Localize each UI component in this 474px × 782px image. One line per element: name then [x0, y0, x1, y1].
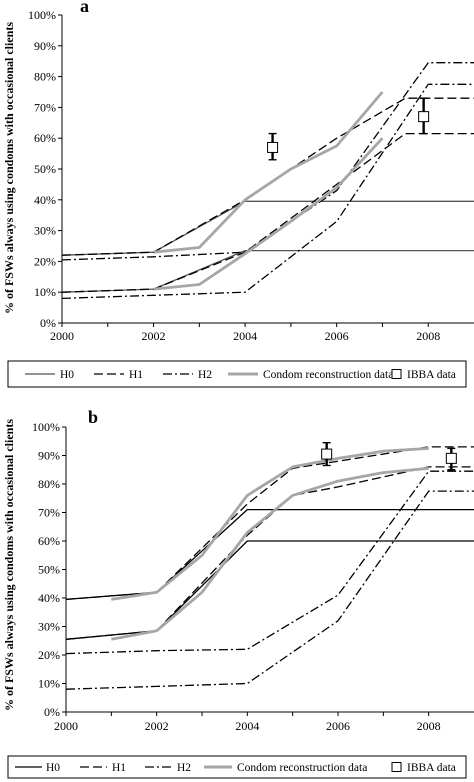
panel-a-series-condom-reconstruction-data-line-2 — [153, 137, 384, 291]
legend-b-h1-label: H1 — [112, 762, 126, 774]
legend-a-h2-label: H2 — [198, 369, 212, 381]
panel-a-series-h2-line-2 — [61, 83, 474, 300]
panel-a-y-axis-label: % of FSWs always using condoms with occa… — [2, 22, 16, 314]
panel-a-y-tick-label: 0% — [40, 316, 56, 330]
panel-b-y-tick-label: 70% — [38, 506, 60, 520]
legend-b-h0-label: H0 — [46, 762, 60, 774]
chart-panel-b: b % of FSWs always using condoms with oc… — [2, 407, 474, 733]
panel-a-y-tick-label: 20% — [34, 254, 56, 268]
panel-a-series-h0-line-2 — [61, 249, 474, 293]
panel-a-series-condom-reconstruction-data-line-1 — [153, 91, 384, 254]
panel-b-y-tick-label: 30% — [38, 620, 60, 634]
panel-a-y-tick-label: 100% — [28, 8, 56, 22]
panel-a-legend: H0 H1 H2 Condom reconstruction data IBBA… — [7, 360, 467, 388]
chart-panel-a: a % of FSWs always using condoms with oc… — [2, 0, 474, 343]
panel-a-series-h2-line-1 — [61, 62, 474, 261]
panel-a-series-h0-line-1 — [61, 200, 474, 256]
panel-b-y-tick-label: 80% — [38, 477, 60, 491]
panel-a-x-tick-label: 2004 — [233, 329, 257, 343]
panel-a-y-tick-label: 10% — [34, 285, 56, 299]
legend-b-h2-label: H2 — [177, 762, 191, 774]
panel-b-series-h2-line-2 — [65, 490, 474, 690]
panel-b-ibba-point-2 — [445, 452, 457, 464]
panel-a-label: a — [80, 0, 89, 16]
panel-b-y-tick-label: 90% — [38, 449, 60, 463]
panel-b-series-h0-line-2 — [65, 540, 474, 640]
panel-b-legend-box — [7, 755, 467, 779]
panel-a-y-tick-label: 80% — [34, 70, 56, 84]
panel-a-y-tick-label: 50% — [34, 162, 56, 176]
panel-a-x-tick-label: 2000 — [50, 329, 74, 343]
panel-a-y-tick-label: 60% — [34, 131, 56, 145]
panel-b-y-tick-label: 20% — [38, 648, 60, 662]
panel-a-x-tick-label: 2008 — [416, 329, 440, 343]
panel-b-series-condom-reconstruction-data-line-1 — [111, 447, 429, 601]
panel-b-x-tick-label: 2006 — [326, 719, 350, 733]
panel-a-ibba-point-2 — [418, 111, 430, 123]
legend-a-recon-label: Condom reconstruction data — [263, 369, 393, 381]
panel-a-ibba-point-1 — [267, 141, 279, 153]
panel-b-y-tick-label: 0% — [44, 705, 60, 719]
panel-b-x-tick-label: 2008 — [417, 719, 441, 733]
panel-b-x-tick-label: 2000 — [54, 719, 78, 733]
panel-a-series-h1-line-2 — [61, 132, 474, 293]
panel-a-y-tick-label: 70% — [34, 100, 56, 114]
panel-a-y-tick-label: 40% — [34, 193, 56, 207]
legend-a-ibba-label: IBBA data — [407, 369, 456, 381]
panel-a-x-tick-label: 2006 — [325, 329, 349, 343]
panel-b-label: b — [88, 407, 98, 427]
panel-a-series-h1-line-1 — [61, 97, 474, 256]
panel-a-x-tick-label: 2002 — [142, 329, 166, 343]
panel-a-y-tick-label: 90% — [34, 39, 56, 53]
panel-b-x-tick-label: 2004 — [235, 719, 259, 733]
panel-b-y-axis-label: % of FSWs always using condoms with occa… — [2, 419, 16, 711]
legend-b-ibba-label: IBBA data — [407, 762, 456, 774]
panel-b-series-condom-reconstruction-data-line-2 — [111, 466, 429, 641]
panel-b-series-h2-line-1 — [65, 470, 474, 655]
panel-b-ibba-point-1 — [321, 448, 333, 460]
panel-b-legend: H0 H1 H2 Condom reconstruction data IBBA… — [7, 755, 467, 779]
legend-a-h0-label: H0 — [60, 369, 74, 381]
panel-a-y-tick-label: 30% — [34, 224, 56, 238]
panel-b-x-tick-label: 2002 — [145, 719, 169, 733]
panel-b-y-tick-label: 10% — [38, 677, 60, 691]
legend-a-h1-label: H1 — [129, 369, 143, 381]
panel-b-y-tick-label: 60% — [38, 534, 60, 548]
panel-b-y-tick-label: 40% — [38, 591, 60, 605]
legend-b-ibba-marker — [391, 762, 402, 772]
panel-b-y-tick-label: 50% — [38, 563, 60, 577]
legend-b-recon-label: Condom reconstruction data — [237, 762, 367, 774]
panel-b-y-tick-label: 100% — [32, 420, 60, 434]
panel-b-series-h0-line-1 — [65, 508, 474, 601]
legend-a-ibba-marker — [391, 369, 402, 379]
